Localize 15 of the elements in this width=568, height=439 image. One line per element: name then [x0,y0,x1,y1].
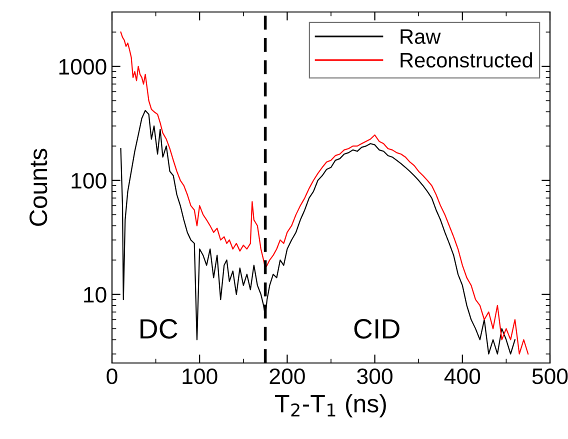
y-tick-label: 100 [72,172,106,189]
y-tick-label: 10 [84,286,106,303]
x-tick-label: 200 [270,368,305,384]
x-axis-title: T$_{2}$-T$_{1}$ (ns) [275,394,386,418]
x-tick-label: 300 [357,368,392,384]
x-tick-label: 400 [444,368,480,384]
legend-label: Raw [400,29,441,44]
annotation: DC [140,319,178,339]
y-axis-title: Counts [30,148,48,226]
y-tick-label: 1000 [59,58,106,75]
x-tick-label: 500 [532,368,568,384]
annotation: CID [354,319,400,339]
x-tick-label: 100 [182,368,218,384]
legend-label: Reconstructed [400,52,532,68]
x-tick-label: 0 [106,368,118,384]
